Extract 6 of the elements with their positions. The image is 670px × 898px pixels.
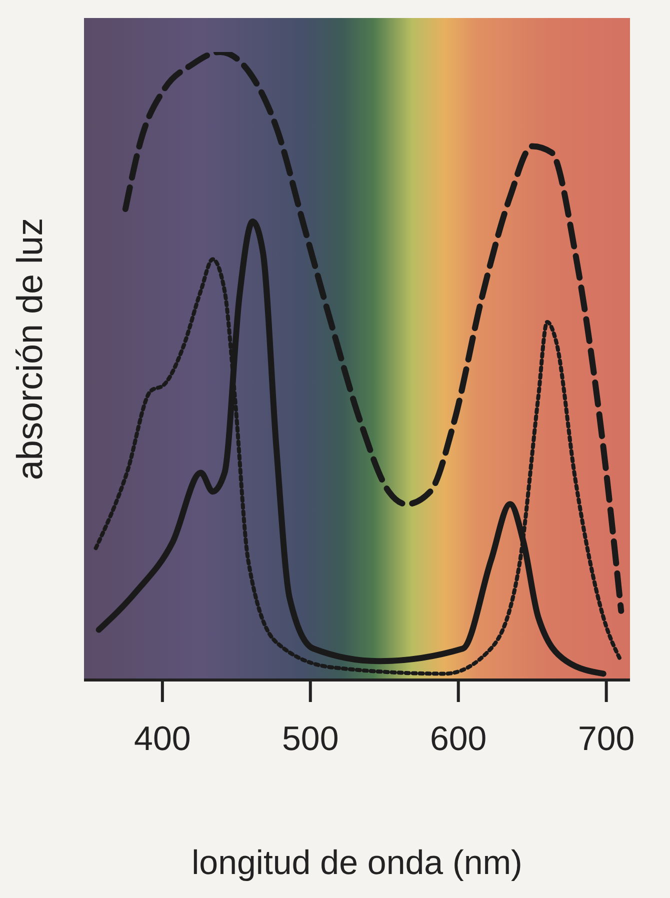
y-axis-title: absorción de luz (9, 218, 51, 480)
x-tick-label: 400 (134, 720, 191, 758)
x-tick-label: 600 (430, 720, 487, 758)
x-tick-label: 700 (578, 720, 635, 758)
x-axis-title: longitud de onda (nm) (192, 844, 522, 882)
x-tick-label: 500 (282, 720, 339, 758)
